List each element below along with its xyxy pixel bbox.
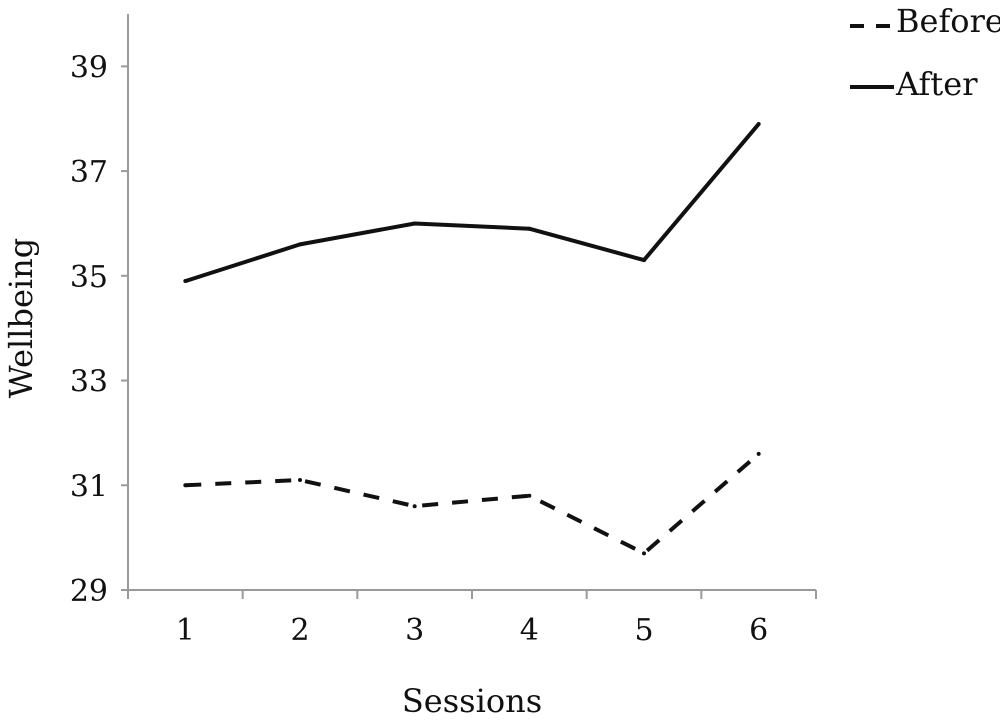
x-tick-label: 4	[520, 613, 539, 648]
y-tick-label: 39	[70, 50, 108, 85]
y-axis: 29 31 33 35 37 39	[70, 14, 129, 609]
data-point-before	[412, 504, 417, 509]
x-tick-label: 2	[290, 613, 309, 648]
y-tick-label: 35	[70, 260, 108, 295]
x-tick-label: 1	[176, 613, 195, 648]
y-tick-label: 33	[70, 365, 108, 400]
y-axis-title: Wellbeing	[2, 238, 40, 398]
legend-item-before: Before	[850, 2, 1000, 40]
legend-item-after: After	[850, 65, 978, 103]
data-point-after	[642, 258, 646, 263]
data-point-before	[298, 478, 302, 483]
data-point-before	[642, 551, 646, 556]
series-line-before	[185, 452, 761, 556]
legend-label-before: Before	[896, 2, 1000, 40]
data-point-before	[756, 451, 761, 456]
y-tick-label: 37	[70, 155, 108, 190]
x-tick-label: 3	[405, 613, 424, 648]
series-line-after	[184, 122, 761, 284]
data-point-after	[183, 279, 188, 284]
legend: Before After	[850, 2, 1000, 103]
data-point-after	[412, 221, 417, 226]
data-point-before	[527, 493, 532, 498]
data-point-before	[183, 483, 188, 488]
series-lines	[183, 121, 761, 556]
data-point-after	[298, 242, 302, 247]
x-tick-label: 5	[634, 613, 653, 648]
y-tick-label: 31	[70, 469, 108, 504]
x-tick-label: 6	[749, 613, 768, 648]
data-point-after	[527, 226, 532, 231]
x-axis: 1 2 3 4 5 6	[127, 589, 817, 648]
legend-label-after: After	[895, 65, 978, 103]
data-point-after	[756, 121, 761, 126]
x-axis-title: Sessions	[402, 682, 542, 720]
y-tick-label: 29	[70, 574, 108, 609]
